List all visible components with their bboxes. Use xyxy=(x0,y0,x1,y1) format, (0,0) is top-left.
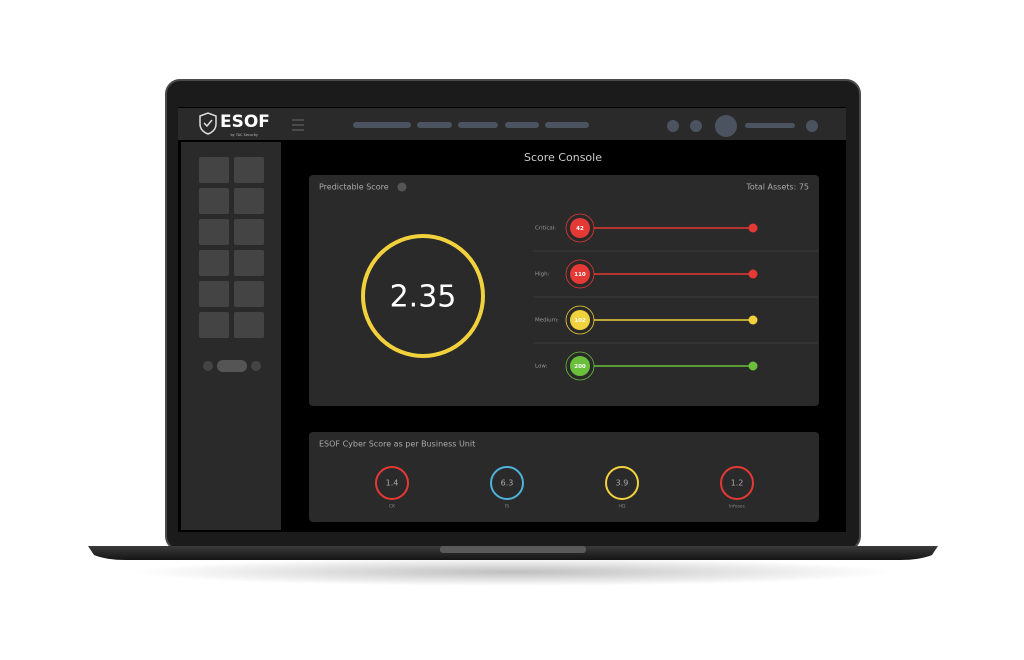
nav-item[interactable] xyxy=(417,122,452,128)
severity-badge xyxy=(570,310,590,330)
severity-end xyxy=(748,315,758,325)
severity-ring xyxy=(565,351,595,381)
nav xyxy=(353,115,818,137)
nav-item[interactable] xyxy=(545,122,589,128)
info-icon[interactable] xyxy=(397,182,407,192)
menu-icon[interactable] xyxy=(292,119,304,131)
severity-count: 102 xyxy=(574,318,586,324)
severity-label: Low: xyxy=(535,364,548,370)
business-units: 1.4 CK 6.3 IS 3.9 HQ 1.2 Infosec xyxy=(375,466,754,510)
severity-ring xyxy=(565,305,595,335)
severity-badge xyxy=(570,218,590,238)
icon-button[interactable] xyxy=(690,120,702,132)
predictable-panel xyxy=(309,175,819,406)
severity-count: 42 xyxy=(576,226,584,232)
sidebar-dot[interactable] xyxy=(251,361,261,371)
nav-item[interactable] xyxy=(353,122,411,128)
unit-ring[interactable] xyxy=(490,466,524,500)
severity-count: 110 xyxy=(574,272,586,278)
sidebar-item[interactable] xyxy=(199,250,229,276)
severity-ring xyxy=(565,259,595,289)
sidebar-items xyxy=(199,157,264,338)
sidebar-item[interactable] xyxy=(234,312,264,338)
icon-button[interactable] xyxy=(806,120,818,132)
severity-end xyxy=(748,269,758,279)
user-name xyxy=(745,123,795,128)
panel-heading: Predictable Score xyxy=(319,183,389,192)
unit-ring[interactable] xyxy=(605,466,639,500)
logo-check xyxy=(203,119,213,128)
logo-subtitle: by TAC Security xyxy=(230,133,258,137)
icon-button[interactable] xyxy=(667,120,679,132)
unit-label: CK xyxy=(389,504,396,510)
sidebar-item[interactable] xyxy=(234,188,264,214)
unit-score: 3.9 xyxy=(616,479,629,488)
severity-count: 200 xyxy=(574,364,586,370)
severity-label: High: xyxy=(535,272,550,278)
sidebar-item[interactable] xyxy=(199,312,229,338)
unit-score: 1.4 xyxy=(386,479,399,488)
sidebar-item[interactable] xyxy=(199,157,229,183)
unit-ring[interactable] xyxy=(720,466,754,500)
nav-item[interactable] xyxy=(458,122,498,128)
severity-end xyxy=(748,223,758,233)
shadow xyxy=(133,558,893,586)
sidebar xyxy=(181,142,281,530)
severity-badge xyxy=(570,264,590,284)
unit-label: HQ xyxy=(619,504,626,510)
sidebar-dot[interactable] xyxy=(203,361,213,371)
notch xyxy=(440,546,586,553)
nav-item[interactable] xyxy=(505,122,539,128)
logo: ESOF xyxy=(220,112,270,132)
logo-shield xyxy=(199,112,217,135)
score-ring xyxy=(361,234,485,358)
score: 2.35 xyxy=(390,280,457,315)
unit-label: IS xyxy=(505,504,509,510)
severity-badge xyxy=(570,356,590,376)
sidebar-toggle[interactable] xyxy=(217,360,247,372)
sidebar-item[interactable] xyxy=(199,281,229,307)
severity-ring xyxy=(565,213,595,243)
unit-ring[interactable] xyxy=(375,466,409,500)
sidebar-item[interactable] xyxy=(199,188,229,214)
business-panel xyxy=(309,432,819,522)
panel-heading: ESOF Cyber Score as per Business Unit xyxy=(319,440,475,449)
unit-score: 1.2 xyxy=(731,479,744,488)
unit-score: 6.3 xyxy=(501,479,514,488)
severity-rows: Critical: 42 High: 110 Medium: 102 Low: 200 xyxy=(533,213,818,381)
severity-end xyxy=(748,361,758,371)
page-title: Score Console xyxy=(524,151,602,164)
severity-label: Medium: xyxy=(535,318,559,324)
unit-label: Infosec xyxy=(729,504,746,510)
sidebar-item[interactable] xyxy=(234,219,264,245)
sidebar-item[interactable] xyxy=(234,157,264,183)
sidebar-item[interactable] xyxy=(199,219,229,245)
severity-label: Critical: xyxy=(535,226,556,232)
avatar[interactable] xyxy=(715,115,737,137)
sidebar-item[interactable] xyxy=(234,281,264,307)
total-assets: Total Assets: 75 xyxy=(745,183,809,192)
sidebar-item[interactable] xyxy=(234,250,264,276)
